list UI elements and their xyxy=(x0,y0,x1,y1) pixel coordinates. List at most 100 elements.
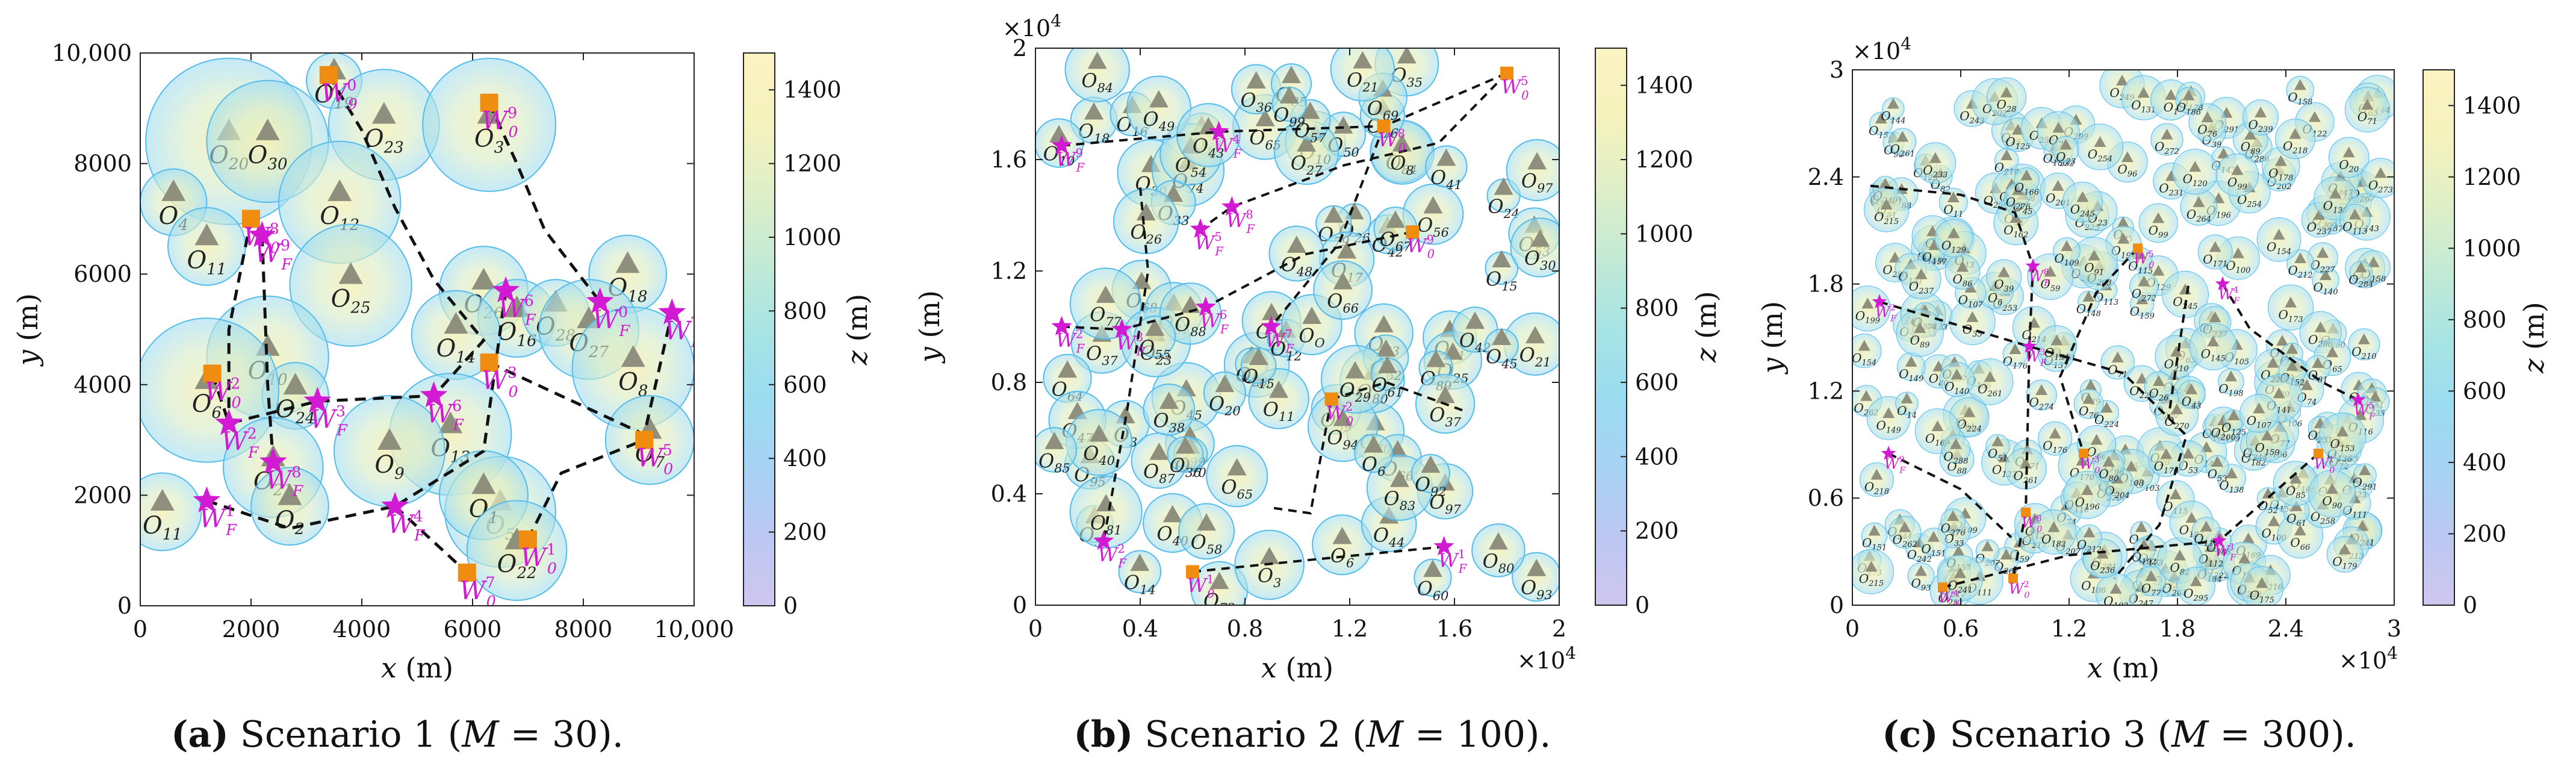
obstacle-marker xyxy=(2009,343,2022,355)
obstacle-label: O76 xyxy=(2197,122,2217,139)
obstacle-marker xyxy=(2200,520,2212,532)
obstacle: O288 xyxy=(1941,434,1971,466)
obstacle-marker xyxy=(2359,464,2371,476)
obstacle-marker xyxy=(1345,361,1365,379)
obstacle-marker xyxy=(1162,505,1182,523)
caption-b: (b) Scenario 2 (M = 100). xyxy=(1073,714,1551,756)
obstacle: O182 xyxy=(2031,509,2076,555)
end-marker xyxy=(420,381,448,408)
obstacle-zone xyxy=(1118,550,1162,594)
waypoint-label: W4 F xyxy=(1213,132,1242,161)
obstacle-marker xyxy=(2255,107,2267,118)
obstacle: O14 xyxy=(1118,550,1162,597)
obstacle-marker xyxy=(1887,98,1899,109)
obstacle-marker xyxy=(2152,264,2165,276)
end-marker xyxy=(1208,120,1229,141)
obstacle-marker xyxy=(1197,513,1217,531)
obstacle-zone xyxy=(2256,217,2301,262)
end-marker xyxy=(1221,196,1243,216)
obstacle-marker xyxy=(2076,191,2089,202)
obstacle-marker xyxy=(1145,318,1165,336)
obstacle: O212 xyxy=(2076,524,2102,554)
obstacle-marker xyxy=(1963,406,1976,417)
obstacle-marker xyxy=(2294,79,2306,90)
y-tick-label: 2 xyxy=(1013,35,1027,61)
obstacle-marker xyxy=(2312,357,2324,369)
obstacle: O273 xyxy=(2360,158,2394,198)
obstacle: O103 xyxy=(2095,573,2137,605)
obstacle-marker xyxy=(2000,86,2013,98)
waypoint-label: W5 0 xyxy=(1501,74,1529,102)
obstacle-marker xyxy=(1159,391,1179,409)
obstacle-marker xyxy=(1333,272,1353,290)
obstacle: O99 xyxy=(2138,203,2178,243)
x-tick-label: 1.6 xyxy=(1436,615,1473,642)
obstacle-marker xyxy=(1215,375,1235,393)
end-waypoint: W9 F xyxy=(1051,134,1085,175)
trajectory xyxy=(1942,452,2320,589)
obstacle-zone xyxy=(1425,145,1468,188)
obstacle: O18 xyxy=(1070,96,1118,146)
colorbar-tick-label: 800 xyxy=(2463,307,2507,333)
obstacle-marker xyxy=(2329,187,2342,199)
y-tick-label: 1.2 xyxy=(991,258,1027,284)
end-marker xyxy=(1872,294,1887,308)
obstacle: O72 xyxy=(1190,561,1249,605)
obstacle: O81 xyxy=(1069,475,1143,549)
obstacle: O2 xyxy=(250,467,329,546)
plot-area-b: O70O42O84O97O30O37O45O81O3O21O65O10O6O66… xyxy=(1035,48,1559,605)
start-marker xyxy=(480,93,498,112)
obstacle-marker xyxy=(1392,134,1412,152)
obstacle-marker xyxy=(283,373,308,395)
end-waypoint: W5 F xyxy=(1190,218,1223,258)
obstacle-marker xyxy=(471,267,496,290)
obstacle-marker xyxy=(1527,558,1547,576)
obstacle-marker xyxy=(1870,468,1883,480)
obstacle-marker xyxy=(2207,335,2220,347)
obstacle-label: O3 xyxy=(474,125,504,157)
obstacle-marker xyxy=(1494,177,1513,195)
start-marker xyxy=(1377,119,1391,133)
obstacle-marker xyxy=(2052,179,2064,191)
obstacle: O6 xyxy=(1354,434,1394,479)
start-marker xyxy=(2021,507,2031,517)
end-marker xyxy=(381,491,409,518)
obstacle-zone xyxy=(1248,368,1309,429)
obstacle-marker xyxy=(2189,161,2202,172)
obstacle-marker xyxy=(2169,488,2182,500)
obstacle-marker xyxy=(1333,116,1353,134)
obstacle-zone xyxy=(1506,139,1559,201)
obstacle-marker xyxy=(1049,125,1069,143)
plot-area-c: O156O268O59O71O44O286O33O162O210O173O91O… xyxy=(1852,70,2394,605)
obstacle-marker xyxy=(1880,198,1893,210)
obstacle: O76 xyxy=(2188,103,2227,142)
panel-c: O156O268O59O71O44O286O33O162O210O173O91O… xyxy=(1756,34,2550,756)
waypoint-label: W7 F xyxy=(1265,328,1294,356)
waypoint-label: W9 0 xyxy=(1407,232,1435,261)
start-marker xyxy=(458,563,476,582)
obstacle: O140 xyxy=(2312,266,2339,297)
obstacle: O66 xyxy=(1313,260,1373,320)
obstacle-marker xyxy=(1525,326,1545,344)
x-tick-label: 0.8 xyxy=(1227,615,1263,642)
obstacle-marker xyxy=(2100,402,2113,413)
obstacle: O45 xyxy=(1484,328,1519,371)
colorbar-tick-label: 400 xyxy=(1635,443,1679,470)
obstacle: O90 xyxy=(2308,470,2356,518)
obstacle-marker xyxy=(1286,235,1306,253)
obstacle-marker xyxy=(1492,250,1512,268)
obstacle: O239 xyxy=(2242,99,2279,135)
end-marker xyxy=(2022,338,2037,353)
obstacle-marker xyxy=(1259,546,1279,564)
obstacle-marker xyxy=(2326,346,2339,358)
start-waypoint: W9 0 xyxy=(1406,225,1435,261)
obstacle-zone xyxy=(1069,267,1142,340)
trajectory xyxy=(1330,381,1463,412)
x-tick-label: 8000 xyxy=(554,616,613,643)
obstacle-zone xyxy=(1512,552,1559,602)
y-tick-label: 6000 xyxy=(73,261,132,287)
obstacle-marker xyxy=(1423,196,1443,214)
obstacle-marker xyxy=(2145,570,2158,581)
